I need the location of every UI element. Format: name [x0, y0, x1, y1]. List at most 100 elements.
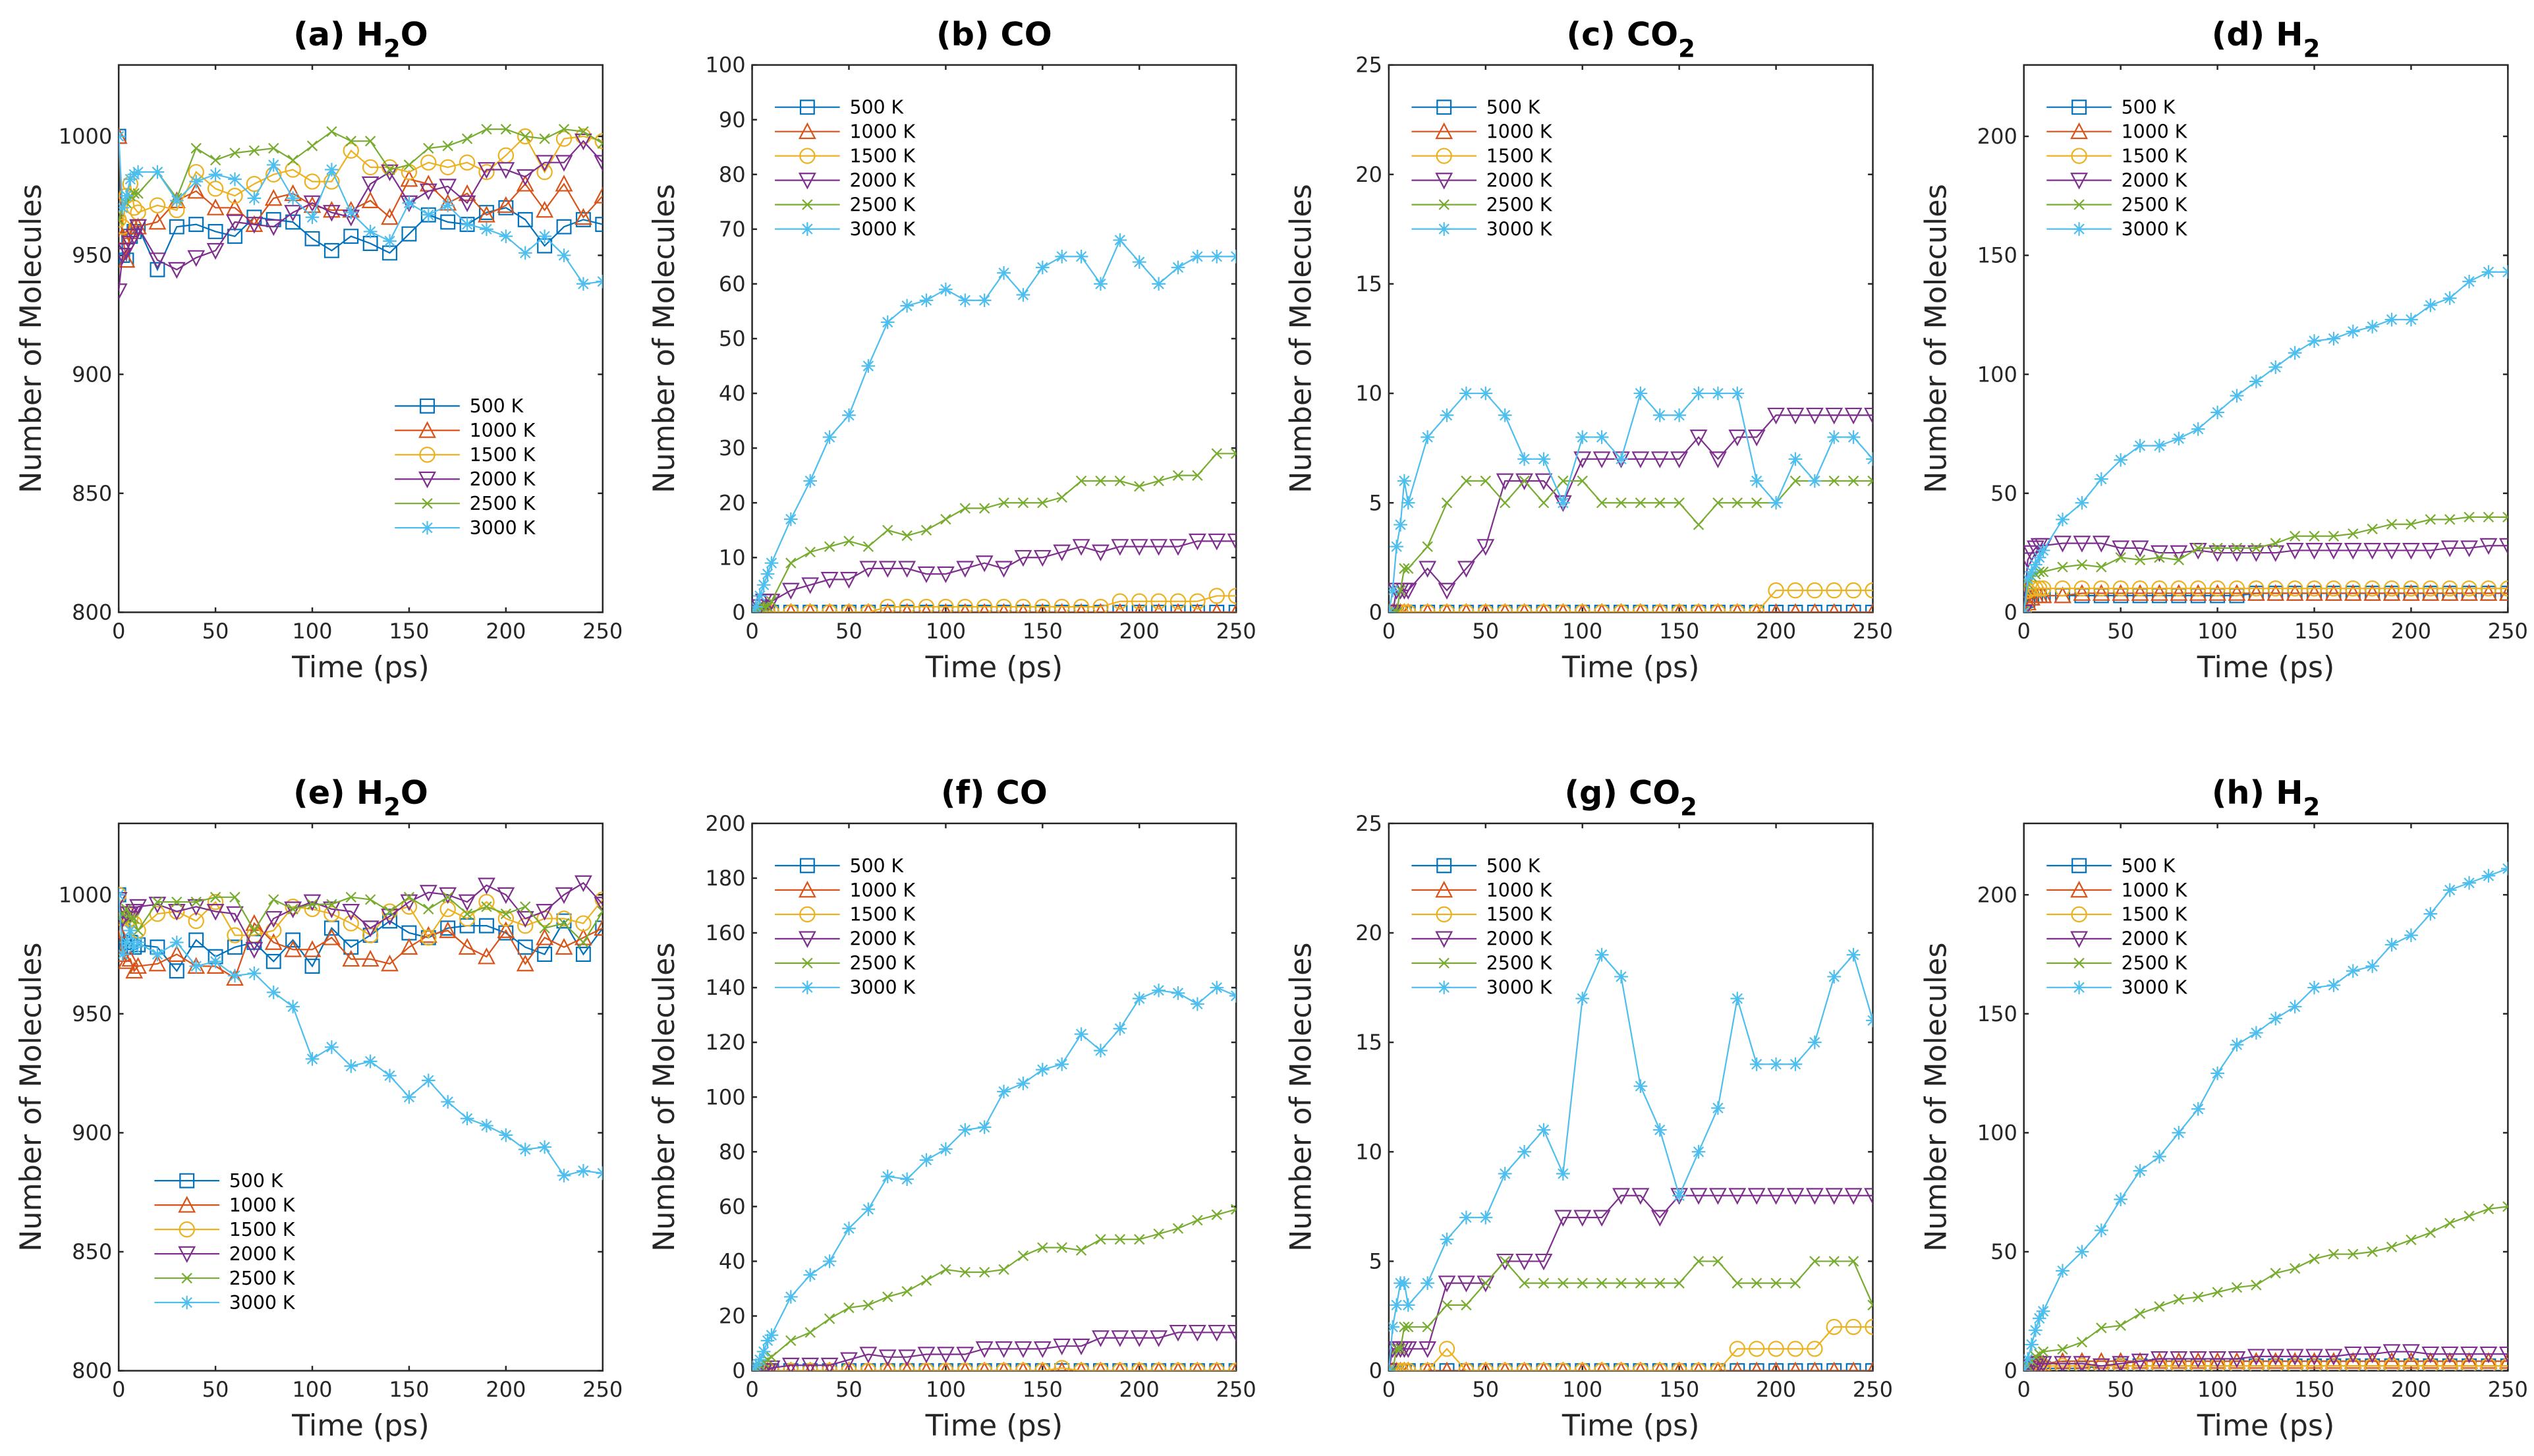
data-point-asterisk: [557, 248, 571, 262]
data-point-circle: [2383, 580, 2400, 597]
data-point-asterisk: [1691, 1144, 1706, 1159]
data-point-x: [1403, 1321, 1414, 1333]
data-point-x: [1114, 475, 1126, 487]
legend-label: 2500 K: [849, 194, 916, 215]
data-point-asterisk: [1210, 980, 1224, 995]
legend-label: 2500 K: [1486, 194, 1553, 215]
data-point-asterisk: [363, 225, 378, 238]
legend-marker-circle: [799, 148, 816, 164]
data-point-square: [266, 953, 281, 969]
data-point-triangle-down: [245, 217, 264, 234]
data-point-triangle-down: [1072, 1338, 1090, 1356]
legend-marker-square: [1436, 99, 1452, 115]
series-1500K: [119, 886, 603, 946]
legend-item: 2000 K: [2046, 169, 2188, 191]
data-point-x: [2289, 1263, 2301, 1274]
data-point-x: [229, 891, 240, 903]
data-point-asterisk: [208, 167, 223, 182]
data-point-asterisk: [2501, 265, 2508, 279]
data-point-triangle-down: [119, 891, 128, 909]
series-line: [752, 595, 1237, 613]
y-tick-label: 80: [719, 1139, 746, 1164]
data-point-square: [976, 604, 992, 613]
data-point-asterisk: [2423, 907, 2438, 921]
data-point-asterisk: [247, 966, 262, 980]
data-point-asterisk: [1536, 452, 1551, 466]
data-point-asterisk: [2268, 360, 2283, 374]
legend-item: 3000 K: [775, 218, 916, 240]
title-text: (d) H: [2212, 15, 2303, 53]
data-point-triangle-up: [1115, 603, 1125, 613]
data-point-circle: [2209, 580, 2226, 597]
data-point-triangle-down: [2498, 538, 2508, 555]
data-point-triangle-down: [2267, 1349, 2285, 1366]
data-point-triangle-down: [1573, 1210, 1592, 1227]
data-point-asterisk: [1711, 386, 1725, 401]
legend-item: 3000 K: [2046, 218, 2188, 240]
data-point-triangle-down: [2498, 1346, 2508, 1364]
data-point-circle: [2345, 1358, 2361, 1371]
data-point-triangle-up: [478, 947, 495, 965]
data-point-asterisk: [441, 1095, 455, 1109]
x-tick-label: 150: [389, 1377, 429, 1402]
data-point-x: [423, 142, 434, 154]
series-3000K: [1388, 947, 1873, 1371]
data-point-triangle-down: [1534, 1253, 1553, 1271]
data-point-triangle-up: [1790, 1361, 1801, 1371]
data-point-asterisk: [1397, 1276, 1411, 1291]
x-tick-label: 250: [582, 619, 623, 644]
data-point-x: [2309, 530, 2320, 542]
data-point-x: [862, 541, 874, 552]
data-point-circle: [1458, 1362, 1475, 1371]
data-point-circle: [2286, 1358, 2303, 1371]
data-point-asterisk: [2056, 1264, 2069, 1278]
data-point-x: [520, 130, 531, 142]
data-point-asterisk: [1016, 1077, 1030, 1090]
data-point-circle: [841, 604, 857, 613]
data-point-asterisk: [2094, 1223, 2108, 1237]
y-tick-label: 40: [719, 381, 746, 406]
legend-item: 3000 K: [395, 517, 536, 539]
data-point-x: [1712, 497, 1724, 509]
data-point-triangle-up: [2324, 1352, 2343, 1369]
legend-label: 500 K: [2122, 97, 2176, 119]
data-point-asterisk: [2442, 291, 2457, 305]
data-point-circle: [1034, 598, 1051, 613]
data-point-square: [343, 939, 359, 955]
data-point-triangle-up: [439, 921, 457, 938]
data-point-triangle-up: [381, 954, 399, 972]
legend-marker-square: [799, 99, 815, 115]
data-point-triangle-down: [303, 195, 322, 213]
data-point-triangle-down: [574, 875, 592, 893]
data-point-asterisk: [842, 1221, 856, 1235]
data-point-asterisk: [1074, 250, 1088, 264]
data-point-triangle-down: [2421, 1346, 2440, 1364]
data-point-circle: [2190, 580, 2207, 597]
legend-marker-square: [1436, 858, 1452, 874]
data-point-x: [1114, 1234, 1126, 1245]
data-point-circle: [2131, 580, 2149, 597]
data-point-asterisk: [2114, 453, 2128, 467]
data-point-circle: [2442, 1358, 2458, 1371]
data-point-triangle-up: [1868, 1361, 1873, 1371]
series-2500K: [2023, 1201, 2508, 1371]
data-point-x: [481, 901, 492, 912]
data-point-circle: [304, 173, 321, 190]
x-tick-label: 0: [2017, 619, 2031, 644]
data-point-triangle-down: [2034, 1356, 2052, 1371]
data-point-x: [2289, 530, 2301, 542]
legend-item: 2500 K: [395, 493, 536, 515]
data-point-x: [210, 154, 221, 166]
data-point-x: [229, 148, 240, 159]
data-point-x: [785, 1335, 797, 1347]
data-point-x: [2444, 514, 2456, 525]
panel-a: (a) H2O 0 50 100 150 200 250 800 850 900 950 1000 Ti…: [14, 15, 623, 685]
data-point-x: [403, 159, 415, 171]
data-point-triangle-down: [2286, 542, 2304, 560]
legend-item: 1000 K: [775, 880, 916, 901]
data-point-circle: [343, 142, 359, 159]
data-point-triangle-down: [1496, 1253, 1514, 1271]
data-point-asterisk: [1094, 1044, 1108, 1057]
data-point-triangle-down: [936, 1347, 955, 1364]
data-point-triangle-down: [1825, 407, 1844, 425]
